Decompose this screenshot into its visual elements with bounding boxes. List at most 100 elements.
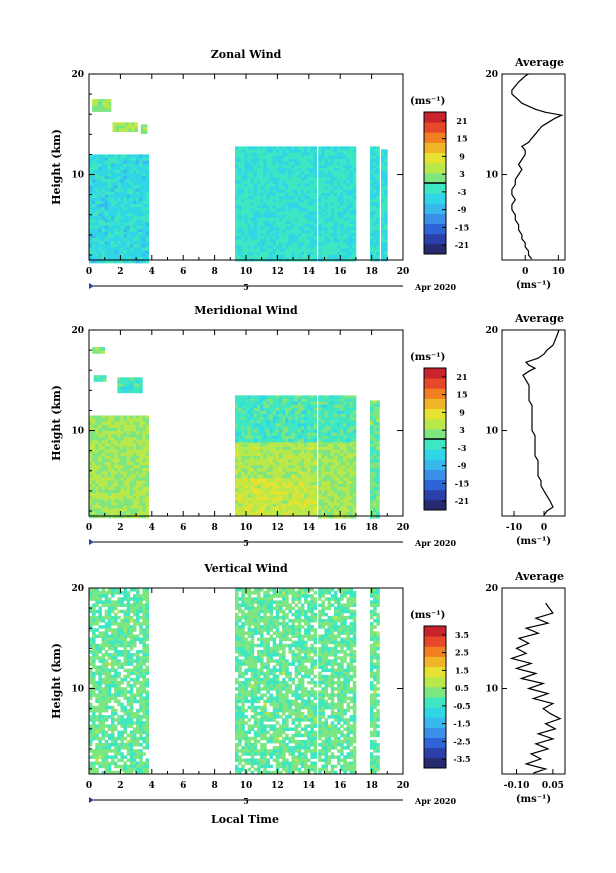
heatmap-cell bbox=[92, 505, 96, 509]
heatmap-cell bbox=[343, 423, 347, 427]
heatmap-cell bbox=[117, 597, 121, 601]
heatmap-cell bbox=[92, 200, 96, 205]
heatmap-cell bbox=[294, 236, 299, 240]
heatmap-cell bbox=[321, 432, 325, 437]
heatmap-cell bbox=[250, 474, 255, 479]
heatmap-cell bbox=[263, 513, 267, 517]
heatmap-cell bbox=[129, 213, 134, 217]
heatmap-cell bbox=[384, 211, 388, 215]
heatmap-cell bbox=[275, 211, 280, 215]
heatmap-cell bbox=[272, 254, 277, 259]
heatmap-cell bbox=[318, 505, 322, 510]
heatmap-cell bbox=[318, 502, 322, 507]
heatmap-cell bbox=[373, 493, 377, 497]
heatmap-cell bbox=[139, 421, 143, 426]
heatmap-cell bbox=[111, 219, 115, 223]
heatmap-cell bbox=[327, 435, 332, 440]
heatmap-cell bbox=[257, 205, 261, 209]
heatmap-cell bbox=[272, 465, 277, 469]
heatmap-cell bbox=[318, 471, 322, 476]
heatmap-cell bbox=[260, 453, 264, 457]
heatmap-cell bbox=[126, 418, 131, 423]
heatmap-cell bbox=[346, 404, 350, 409]
heatmap-cell bbox=[340, 429, 344, 433]
heatmap-cell bbox=[260, 509, 264, 514]
heatmap-cell bbox=[136, 483, 140, 488]
heatmap-cell bbox=[95, 486, 99, 491]
heatmap-cell bbox=[98, 259, 102, 264]
heatmap-cell bbox=[370, 177, 374, 181]
heatmap-cell bbox=[95, 455, 99, 460]
heatmap-cell bbox=[324, 465, 328, 469]
heatmap-cell bbox=[266, 417, 270, 421]
heatmap-cell bbox=[142, 477, 146, 481]
heatmap-cell bbox=[343, 414, 347, 418]
heatmap-cell bbox=[98, 157, 102, 161]
heatmap-cell bbox=[117, 493, 121, 497]
heatmap-cell bbox=[257, 417, 261, 421]
heatmap-cell bbox=[238, 186, 242, 191]
heatmap-cell bbox=[340, 440, 344, 445]
heatmap-cell bbox=[126, 468, 131, 472]
heatmap-cell bbox=[107, 471, 112, 475]
heatmap-cell bbox=[145, 228, 149, 233]
heatmap-cell bbox=[250, 513, 255, 517]
heatmap-cell bbox=[260, 239, 264, 243]
heatmap-cell bbox=[333, 440, 338, 445]
heatmap-cell bbox=[98, 102, 102, 106]
heatmap-cell bbox=[260, 152, 264, 157]
heatmap-cell bbox=[376, 220, 380, 225]
heatmap-cell bbox=[95, 440, 99, 444]
average-profile-line bbox=[522, 329, 560, 516]
heatmap-cell bbox=[275, 491, 280, 495]
heatmap-cell bbox=[238, 177, 242, 181]
heatmap-cell bbox=[241, 248, 245, 253]
heatmap-cell bbox=[343, 484, 347, 488]
heatmap-cell bbox=[129, 603, 134, 607]
heatmap-cell bbox=[136, 474, 140, 478]
heatmap-cell bbox=[321, 477, 325, 482]
heatmap-cell bbox=[244, 506, 248, 511]
heatmap-cell bbox=[101, 591, 106, 595]
heatmap-cell bbox=[111, 437, 115, 441]
heatmap-cell bbox=[297, 410, 302, 415]
heatmap-cell bbox=[310, 456, 314, 460]
heatmap-cell bbox=[327, 477, 332, 482]
heatmap-cell bbox=[131, 125, 135, 129]
heatmap-cell bbox=[107, 197, 112, 202]
heatmap-cell bbox=[352, 177, 357, 181]
heatmap-cell bbox=[352, 233, 357, 237]
heatmap-cell bbox=[279, 223, 283, 228]
heatmap-cell bbox=[133, 612, 137, 617]
heatmap-cell bbox=[313, 251, 317, 256]
colorbar-swatch bbox=[424, 132, 446, 143]
heatmap-cell bbox=[300, 236, 305, 240]
heatmap-cell bbox=[279, 435, 283, 440]
heatmap-cell bbox=[321, 505, 325, 510]
heatmap-cell bbox=[104, 179, 109, 183]
heatmap-cell bbox=[133, 235, 137, 239]
heatmap-cell bbox=[346, 496, 350, 500]
heatmap-cell bbox=[104, 508, 109, 512]
heatmap-cell bbox=[313, 488, 317, 492]
heatmap-cell bbox=[260, 155, 264, 160]
heatmap-cell bbox=[244, 500, 248, 505]
heatmap-cell bbox=[235, 202, 239, 206]
heatmap-cell bbox=[126, 446, 131, 450]
heatmap-cell bbox=[257, 236, 261, 240]
heatmap-cell bbox=[291, 497, 295, 501]
heatmap-cell bbox=[145, 241, 149, 245]
heatmap-cell bbox=[247, 236, 252, 240]
colorbar-swatch bbox=[424, 122, 446, 133]
heatmap-cell bbox=[304, 242, 308, 246]
heatmap-cell bbox=[294, 174, 299, 178]
heatmap-cell bbox=[136, 440, 140, 444]
heatmap-cell bbox=[346, 196, 350, 200]
heatmap-cell bbox=[112, 125, 116, 129]
heatmap-cell bbox=[297, 177, 302, 181]
heatmap-cell bbox=[247, 180, 252, 184]
heatmap-cell bbox=[343, 508, 347, 513]
date-label: Apr 2020 bbox=[414, 538, 457, 548]
heatmap-cell bbox=[114, 185, 118, 189]
heatmap-cell bbox=[111, 182, 115, 186]
